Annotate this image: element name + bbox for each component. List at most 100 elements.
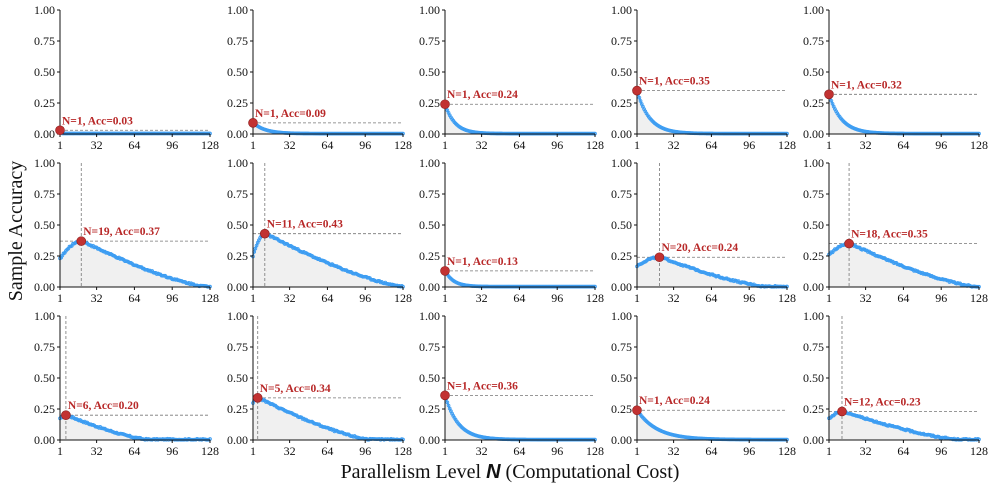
y-tick-label: 1.00 [227,309,248,323]
peak-annotation: N=1, Acc=0.32 [831,79,902,91]
x-tick-label: 96 [935,291,947,305]
series-points [827,241,981,289]
x-tick-label: 1 [442,138,448,152]
y-tick-label: 0.75 [803,187,824,201]
x-tick-label: 96 [743,291,755,305]
y-tick-label: 0.00 [227,433,248,447]
x-tick-label: 128 [394,291,412,305]
x-tick-label: 64 [321,444,333,458]
x-tick-label: 64 [513,138,525,152]
y-tick-label: 0.25 [803,96,824,110]
y-tick-label: 0.75 [34,187,55,201]
subplot-r2-c4: 0.00 0.25 0.50 0.75 1.00 1 32 64 96 128 N=20, Acc=… [611,156,796,305]
x-tick-label: 96 [166,291,178,305]
y-tick-label: 0.50 [419,65,440,79]
x-tick-label: 32 [668,444,680,458]
y-tick-label: 1.00 [803,309,824,323]
x-tick-label: 32 [860,444,872,458]
subplot-r3-c2: 0.00 0.25 0.50 0.75 1.00 1 32 64 96 128 N=5, Acc=0… [227,309,412,458]
area-fill [445,395,595,440]
y-tick-label: 0.25 [803,249,824,263]
y-tick-label: 0.25 [227,96,248,110]
x-tick-label: 128 [394,138,412,152]
data-point [829,98,834,103]
x-tick-label: 1 [442,444,448,458]
x-tick-label: 96 [743,444,755,458]
y-tick-label: 0.25 [419,402,440,416]
x-tick-label: 32 [476,444,488,458]
y-tick-label: 0.00 [803,127,824,141]
y-tick-label: 0.00 [34,280,55,294]
y-tick-label: 0.75 [611,340,632,354]
x-tick-label: 32 [284,291,296,305]
y-tick-label: 1.00 [419,3,440,17]
y-tick-label: 0.50 [227,218,248,232]
y-tick-label: 0.75 [227,340,248,354]
y-tick-label: 1.00 [227,3,248,17]
series-points [58,128,212,136]
x-tick-label: 1 [442,291,448,305]
x-tick-label: 1 [57,444,63,458]
x-tick-label: 64 [513,444,525,458]
series-points [251,231,405,289]
y-tick-label: 1.00 [611,156,632,170]
x-tick-label: 1 [826,444,832,458]
x-tick-label: 128 [201,138,219,152]
x-tick-label: 128 [201,444,219,458]
subplot-r1-c3: 0.00 0.25 0.50 0.75 1.00 1 32 64 96 128 N=1, Acc=0… [419,3,604,152]
y-tick-label: 0.00 [611,127,632,141]
x-tick-label: 32 [284,444,296,458]
data-point [253,246,258,251]
x-tick-label: 1 [634,138,640,152]
y-tick-label: 0.75 [34,340,55,354]
x-tick-label: 64 [705,291,717,305]
x-tick-label: 128 [586,291,604,305]
x-tick-label: 128 [970,291,988,305]
y-tick-label: 0.25 [34,96,55,110]
y-tick-label: 0.75 [803,340,824,354]
y-tick-label: 0.00 [803,433,824,447]
series-points [251,120,405,136]
subplot-r2-c1: 0.00 0.25 0.50 0.75 1.00 1 32 64 96 128 N=19, Acc=… [34,156,219,305]
peak-annotation: N=1, Acc=0.36 [447,380,518,392]
series-points [251,395,405,442]
subplot-r3-c3: 0.00 0.25 0.50 0.75 1.00 1 32 64 96 128 N=1, Acc=0… [419,309,604,458]
y-axis-title: Sample Accuracy [5,161,27,302]
peak-annotation: N=1, Acc=0.24 [639,395,710,407]
area-fill [637,257,787,287]
y-tick-label: 0.00 [419,433,440,447]
x-tick-label: 64 [321,138,333,152]
data-point [446,403,451,408]
subplot-r2-c2: 0.00 0.25 0.50 0.75 1.00 1 32 64 96 128 N=11, Acc=… [227,156,412,305]
x-axis-title: Parallelism Level N (Computational Cost) [341,461,680,483]
y-tick-label: 0.25 [611,402,632,416]
x-tick-label: 32 [860,291,872,305]
x-tick-label: 1 [826,138,832,152]
x-axis-title-prefix: Parallelism Level [341,461,487,483]
y-tick-label: 0.25 [227,249,248,263]
x-tick-label: 96 [551,138,563,152]
subplot-r2-c3: 0.00 0.25 0.50 0.75 1.00 1 32 64 96 128 N=1, Acc=0… [419,156,604,305]
x-tick-label: 1 [250,291,256,305]
peak-marker [632,405,642,416]
x-tick-label: 96 [359,138,371,152]
y-tick-label: 0.25 [611,96,632,110]
y-tick-label: 0.00 [419,127,440,141]
subplot-r3-c4: 0.00 0.25 0.50 0.75 1.00 1 32 64 96 128 N=1, Acc=0… [611,309,796,458]
area-fill [253,397,403,440]
x-tick-label: 1 [57,291,63,305]
y-tick-label: 0.00 [611,280,632,294]
x-tick-label: 64 [897,444,909,458]
peak-marker [844,238,854,249]
area-fill [253,122,403,134]
subplot-r1-c2: 0.00 0.25 0.50 0.75 1.00 1 32 64 96 128 N=1, Acc=0… [227,3,412,152]
peak-marker [252,393,263,403]
x-tick-label: 64 [897,291,909,305]
y-tick-label: 0.00 [34,433,55,447]
x-tick-label: 32 [91,291,103,305]
peak-annotation: N=1, Acc=0.24 [447,89,518,101]
y-tick-label: 0.25 [419,96,440,110]
area-fill [253,233,403,287]
x-tick-label: 32 [476,138,488,152]
